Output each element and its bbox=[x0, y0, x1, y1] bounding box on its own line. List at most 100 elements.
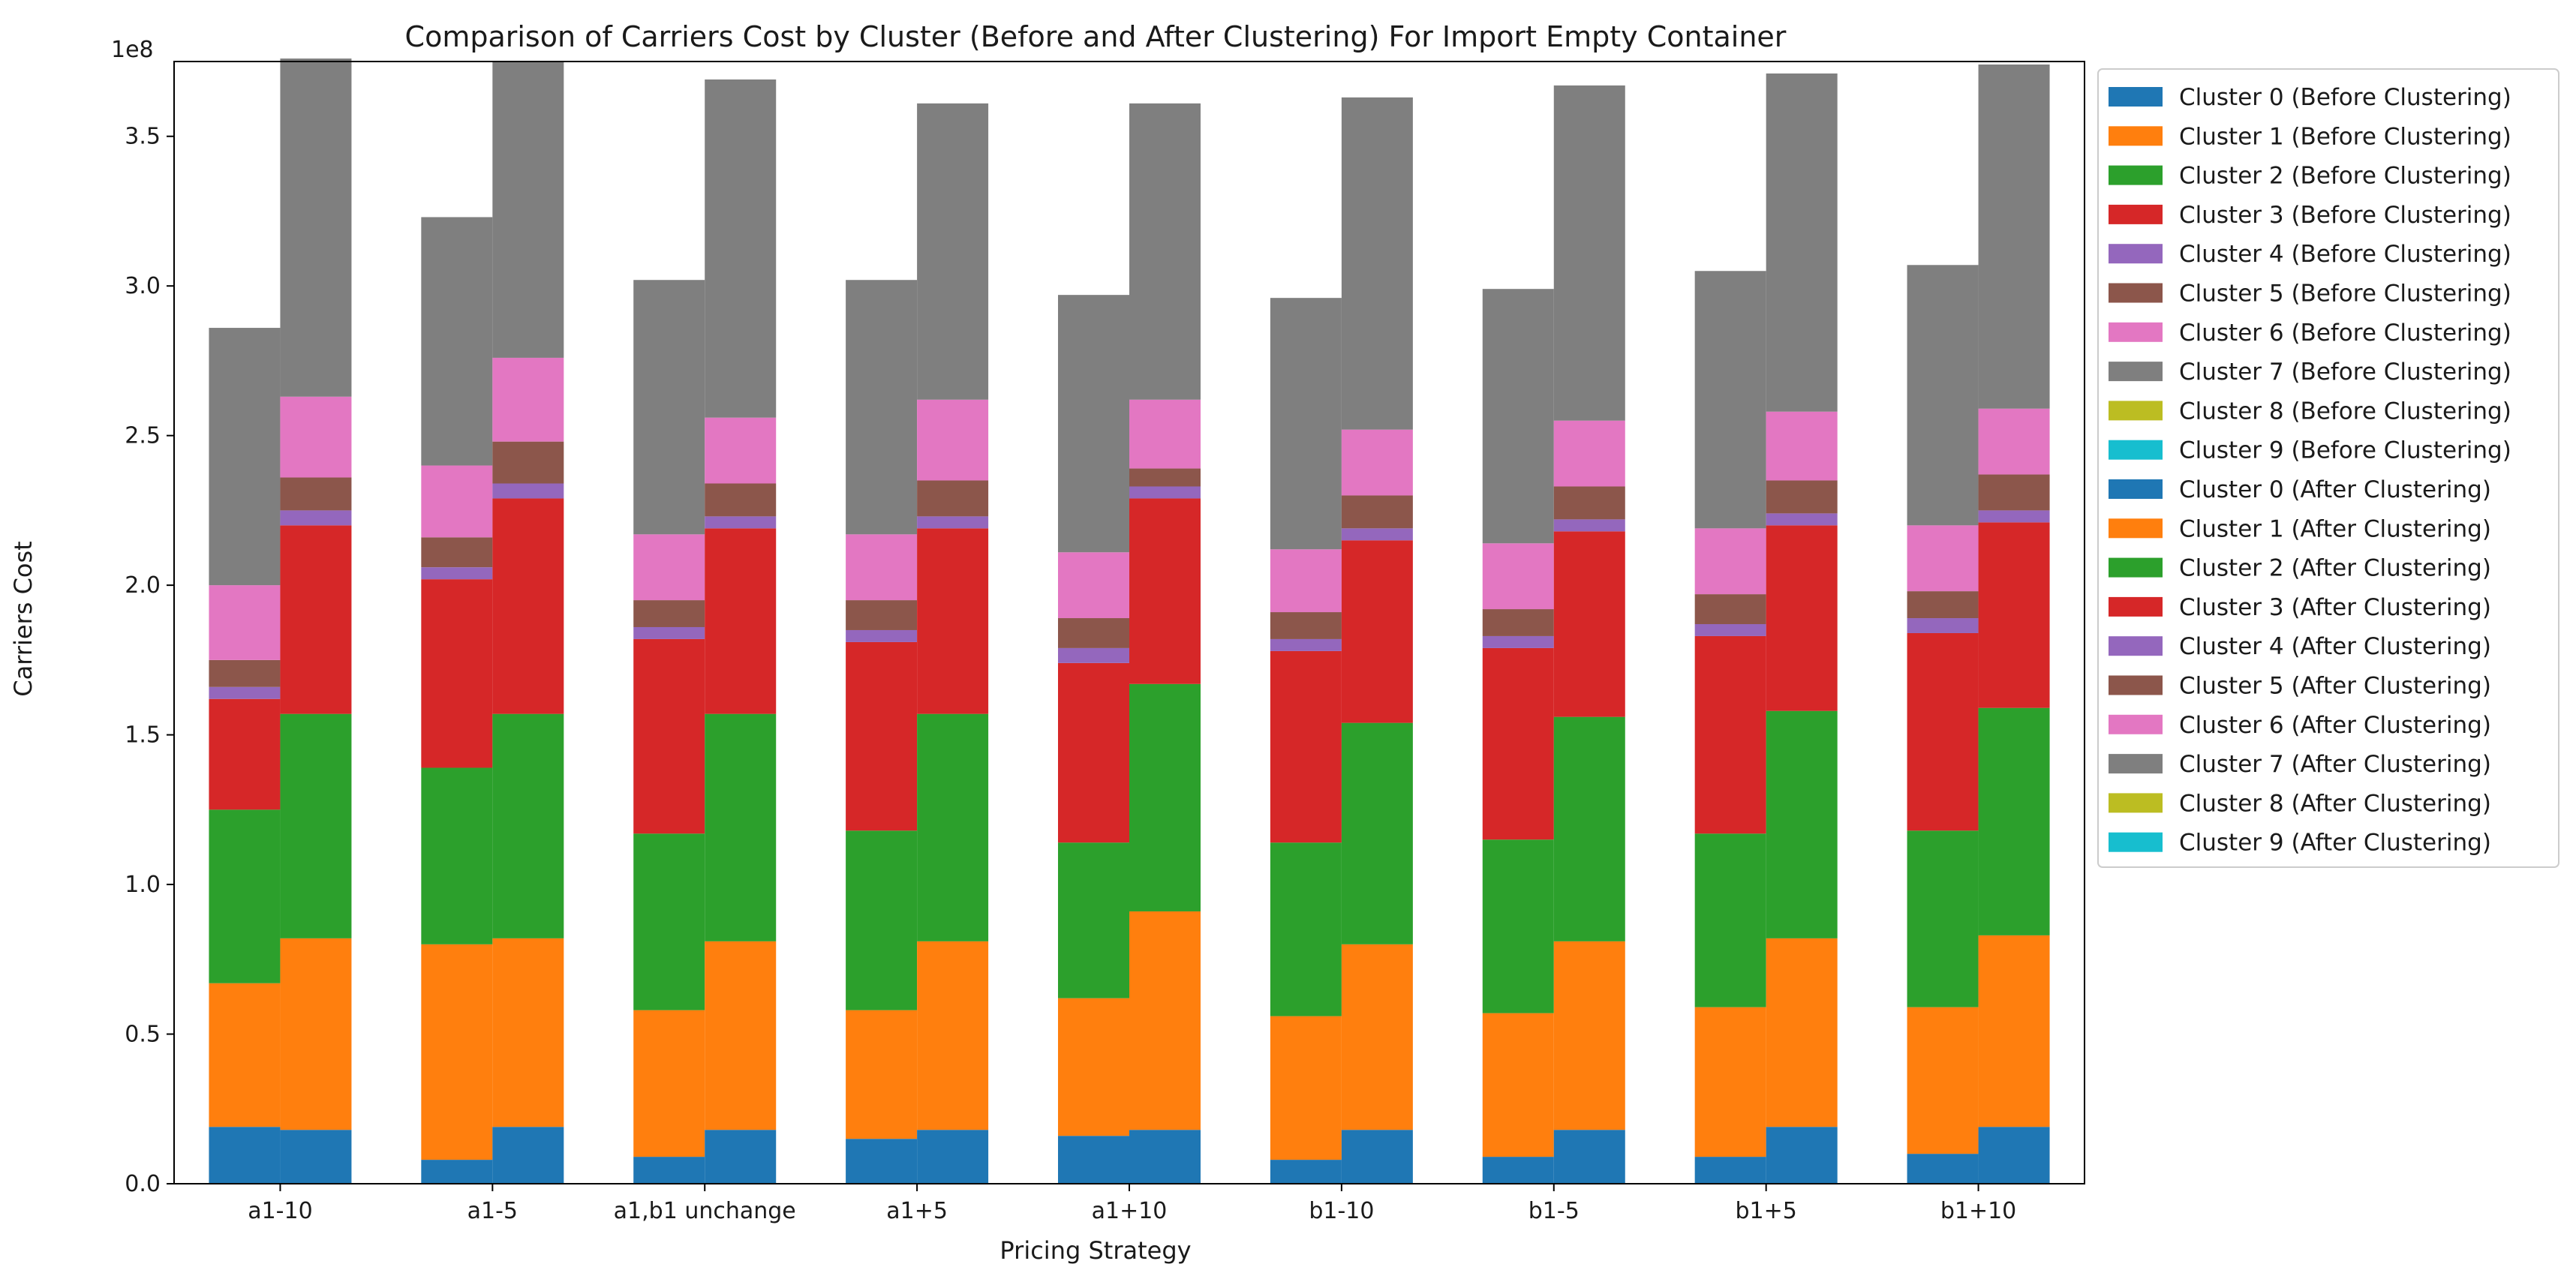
bar-after-cluster-0-3 bbox=[917, 1130, 989, 1184]
legend-swatch bbox=[2109, 440, 2163, 460]
bar-after-cluster-3-1 bbox=[492, 498, 564, 714]
bar-before-cluster-7-0 bbox=[209, 328, 281, 586]
legend-swatch bbox=[2109, 754, 2163, 774]
bar-before-cluster-2-3 bbox=[846, 830, 918, 1010]
bar-after-cluster-1-3 bbox=[917, 941, 989, 1130]
bar-before-cluster-6-2 bbox=[633, 534, 705, 601]
bar-after-cluster-2-0 bbox=[280, 713, 352, 938]
bar-after-cluster-6-2 bbox=[705, 417, 777, 484]
bar-after-cluster-2-6 bbox=[1553, 716, 1625, 941]
bar-before-cluster-5-0 bbox=[209, 659, 281, 687]
bar-after-cluster-2-7 bbox=[1766, 710, 1838, 938]
y-axis-label: Carriers Cost bbox=[9, 541, 38, 696]
bar-before-cluster-5-1 bbox=[421, 537, 493, 568]
bar-after-cluster-6-6 bbox=[1553, 420, 1625, 487]
legend-swatch bbox=[2109, 362, 2163, 382]
legend-item-label: Cluster 8 (Before Clustering) bbox=[2179, 398, 2511, 425]
bar-after-cluster-4-2 bbox=[705, 516, 777, 529]
bar-after-cluster-7-3 bbox=[917, 103, 989, 400]
bar-before-cluster-0-6 bbox=[1482, 1157, 1554, 1184]
bar-after-cluster-7-0 bbox=[280, 59, 352, 397]
bar-after-cluster-6-5 bbox=[1341, 429, 1413, 496]
chart-title: Comparison of Carriers Cost by Cluster (… bbox=[405, 20, 1787, 53]
legend-item-label: Cluster 0 (After Clustering) bbox=[2179, 476, 2491, 503]
bar-before-cluster-1-0 bbox=[209, 983, 281, 1127]
legend-item-label: Cluster 9 (After Clustering) bbox=[2179, 830, 2491, 857]
legend-swatch bbox=[2109, 832, 2163, 852]
bar-after-cluster-5-4 bbox=[1129, 468, 1201, 487]
bar-before-cluster-5-8 bbox=[1907, 591, 1979, 619]
bar-before-cluster-6-4 bbox=[1058, 552, 1129, 619]
legend-frame bbox=[2097, 68, 2559, 868]
bar-after-cluster-7-4 bbox=[1129, 103, 1201, 400]
bar-before-cluster-4-7 bbox=[1694, 623, 1766, 636]
bar-before-cluster-6-8 bbox=[1907, 525, 1979, 592]
legend-item-label: Cluster 2 (After Clustering) bbox=[2179, 555, 2491, 582]
bar-before-cluster-7-1 bbox=[421, 217, 493, 466]
bar-before-cluster-1-2 bbox=[633, 1010, 705, 1157]
legend-swatch bbox=[2109, 675, 2163, 695]
bar-before-cluster-2-6 bbox=[1482, 839, 1554, 1013]
legend-swatch bbox=[2109, 596, 2163, 617]
bar-after-cluster-3-6 bbox=[1553, 531, 1625, 717]
bar-after-cluster-3-8 bbox=[1978, 522, 2050, 708]
legend-item-label: Cluster 4 (Before Clustering) bbox=[2179, 241, 2511, 268]
bar-after-cluster-6-7 bbox=[1766, 411, 1838, 481]
legend-swatch bbox=[2109, 126, 2163, 146]
bar-before-cluster-6-7 bbox=[1694, 528, 1766, 595]
legend-item-label: Cluster 2 (Before Clustering) bbox=[2179, 163, 2511, 190]
bar-before-cluster-6-5 bbox=[1270, 549, 1342, 613]
legend-swatch bbox=[2109, 87, 2163, 107]
y-tick-label: 3.0 bbox=[125, 273, 161, 299]
bar-before-cluster-7-4 bbox=[1058, 295, 1129, 553]
bar-before-cluster-4-5 bbox=[1270, 638, 1342, 651]
bar-after-cluster-7-2 bbox=[705, 79, 777, 418]
x-tick-label: a1+5 bbox=[886, 1198, 948, 1224]
legend-swatch bbox=[2109, 244, 2163, 264]
legend-item-label: Cluster 1 (Before Clustering) bbox=[2179, 123, 2511, 150]
bar-before-cluster-1-5 bbox=[1270, 1016, 1342, 1160]
bar-before-cluster-6-6 bbox=[1482, 543, 1554, 610]
bar-before-cluster-4-4 bbox=[1058, 647, 1129, 663]
bar-after-cluster-5-3 bbox=[917, 480, 989, 517]
bar-after-cluster-4-3 bbox=[917, 516, 989, 529]
bar-after-cluster-0-4 bbox=[1129, 1130, 1201, 1184]
legend-swatch bbox=[2109, 401, 2163, 421]
bar-before-cluster-3-6 bbox=[1482, 647, 1554, 840]
bar-before-cluster-5-2 bbox=[633, 600, 705, 627]
legend-swatch bbox=[2109, 322, 2163, 342]
bar-after-cluster-1-2 bbox=[705, 941, 777, 1130]
legend-item-label: Cluster 5 (After Clustering) bbox=[2179, 673, 2491, 700]
legend-item-label: Cluster 9 (Before Clustering) bbox=[2179, 437, 2511, 464]
bar-before-cluster-7-5 bbox=[1270, 298, 1342, 550]
bar-after-cluster-0-1 bbox=[492, 1127, 564, 1184]
bar-after-cluster-3-2 bbox=[705, 528, 777, 714]
bar-before-cluster-6-0 bbox=[209, 585, 281, 660]
bar-before-cluster-0-1 bbox=[421, 1160, 493, 1184]
x-tick-label: a1-10 bbox=[248, 1198, 312, 1224]
legend-item-label: Cluster 3 (Before Clustering) bbox=[2179, 202, 2511, 229]
bar-after-cluster-0-7 bbox=[1766, 1127, 1838, 1184]
bar-before-cluster-5-7 bbox=[1694, 594, 1766, 624]
bar-before-cluster-6-3 bbox=[846, 534, 918, 601]
bar-after-cluster-6-8 bbox=[1978, 408, 2050, 475]
legend-swatch bbox=[2109, 518, 2163, 539]
bar-after-cluster-1-5 bbox=[1341, 944, 1413, 1130]
bar-before-cluster-5-5 bbox=[1270, 612, 1342, 639]
bar-after-cluster-5-2 bbox=[705, 483, 777, 517]
y-axis-exponent-label: 1e8 bbox=[111, 37, 154, 63]
x-tick-label: b1-5 bbox=[1528, 1198, 1580, 1224]
legend-swatch bbox=[2109, 557, 2163, 578]
bar-after-cluster-1-6 bbox=[1553, 941, 1625, 1130]
bar-after-cluster-6-0 bbox=[280, 396, 352, 478]
legend-item-label: Cluster 6 (Before Clustering) bbox=[2179, 320, 2511, 347]
bar-before-cluster-5-3 bbox=[846, 600, 918, 630]
bar-before-cluster-0-8 bbox=[1907, 1154, 1979, 1184]
bar-before-cluster-5-4 bbox=[1058, 618, 1129, 648]
bar-before-cluster-2-0 bbox=[209, 809, 281, 983]
bar-before-cluster-1-4 bbox=[1058, 998, 1129, 1136]
bar-after-cluster-1-1 bbox=[492, 938, 564, 1127]
bar-after-cluster-5-7 bbox=[1766, 480, 1838, 514]
bar-before-cluster-0-4 bbox=[1058, 1136, 1129, 1184]
